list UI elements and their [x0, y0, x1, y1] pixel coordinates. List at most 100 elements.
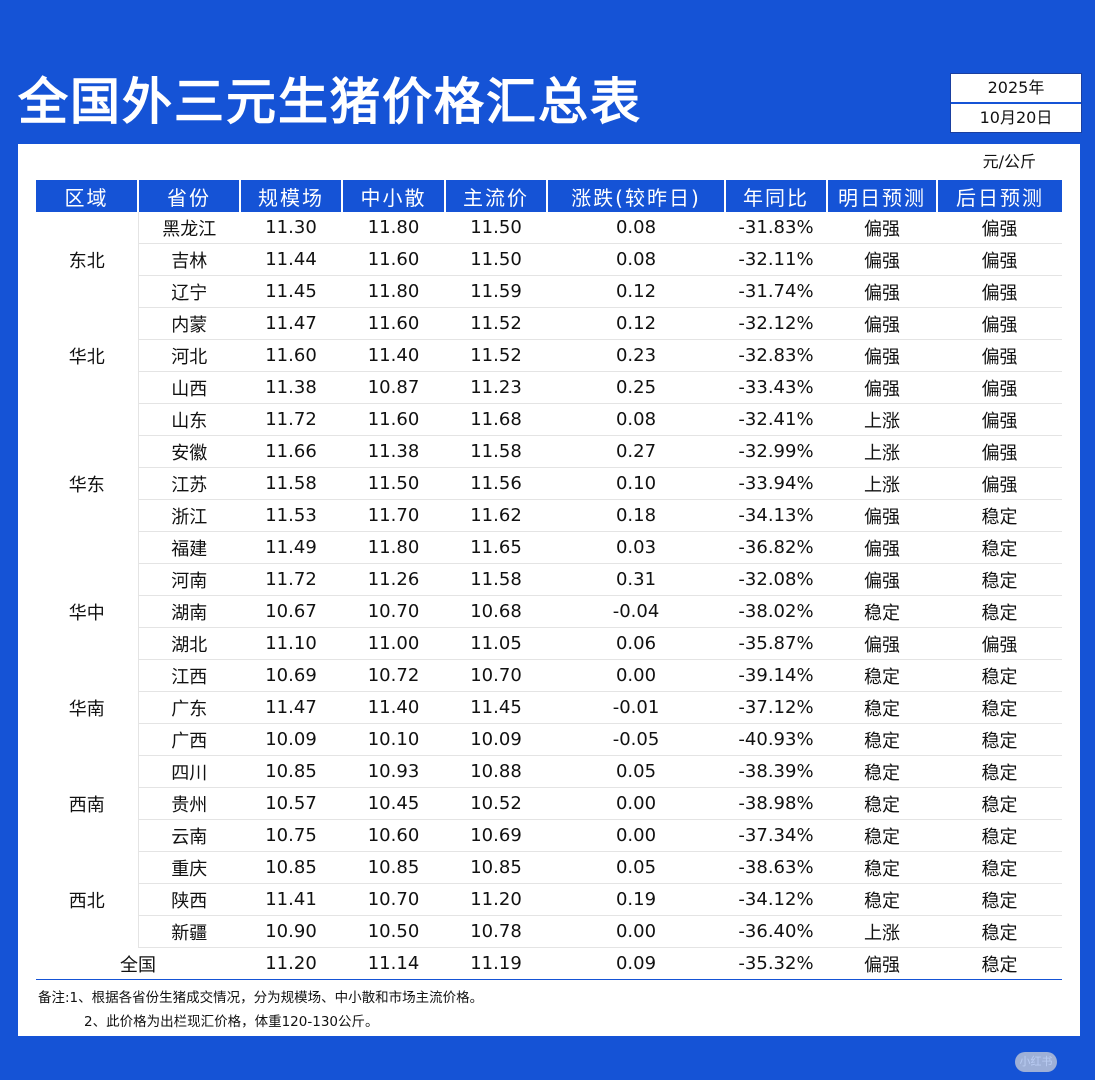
- table-row: 吉林 11.44 11.60 11.50 0.08 -32.11% 偏强 偏强: [36, 243, 1062, 276]
- yoy-cell: -34.13%: [725, 499, 827, 532]
- small-cell: 10.60: [342, 819, 445, 852]
- tomorrow-cell: 偏强: [827, 371, 937, 404]
- date-box: 2025年 10月20日: [950, 73, 1082, 133]
- date-day: 10月20日: [979, 108, 1053, 127]
- tomorrow-cell: 上涨: [827, 435, 937, 468]
- small-cell: 11.70: [342, 499, 445, 532]
- table-row: 华北 内蒙 11.47 11.60 11.52 0.12 -32.12% 偏强 偏强: [36, 307, 1062, 404]
- tomorrow-cell: 稳定: [827, 659, 937, 692]
- small-cell: 11.40: [342, 691, 445, 724]
- table-row: 华中 河南 11.72 11.26 11.58 0.31 -32.08% 偏强 稳定: [36, 563, 1062, 660]
- small-cell: 10.70: [342, 595, 445, 628]
- yoy-cell: -38.39%: [725, 755, 827, 788]
- after-cell: 偏强: [937, 627, 1062, 660]
- header-cell: 区域: [36, 180, 139, 212]
- tomorrow-cell: 稳定: [827, 755, 937, 788]
- table-row: 西北 重庆 10.85 10.85 10.85 0.05 -38.63% 稳定 稳定: [36, 851, 1062, 948]
- tomorrow-cell: 偏强: [827, 243, 937, 276]
- tomorrow-cell: 稳定: [827, 595, 937, 628]
- yoy-cell: -38.02%: [725, 595, 827, 628]
- main-cell: 11.05: [445, 627, 547, 660]
- large-cell: 11.49: [240, 531, 342, 564]
- large-cell: 11.53: [240, 499, 342, 532]
- province-cell: 河南: [138, 563, 240, 596]
- note-line: 备注:1、根据各省份生猪成交情况，分为规模场、中小散和市场主流价格。: [38, 990, 484, 1006]
- province-cell: 浙江: [138, 499, 240, 532]
- change-cell: 0.00: [547, 819, 725, 852]
- region-cell: 东北: [36, 212, 139, 308]
- after-cell: 稳定: [937, 883, 1062, 916]
- province-cell: 山西: [138, 371, 240, 404]
- large-cell: 11.10: [240, 627, 342, 660]
- large-cell: 11.38: [240, 371, 342, 404]
- tomorrow-cell: 稳定: [827, 723, 937, 756]
- main-cell: 10.88: [445, 755, 547, 788]
- after-cell: 偏强: [937, 435, 1062, 468]
- change-cell: 0.23: [547, 339, 725, 372]
- small-cell: 11.80: [342, 531, 445, 564]
- small-cell: 11.14: [342, 947, 445, 980]
- tomorrow-cell: 偏强: [827, 947, 937, 980]
- table-row: 广东 11.47 11.40 11.45 -0.01 -37.12% 稳定 稳定: [36, 691, 1062, 724]
- yoy-cell: -37.34%: [725, 819, 827, 852]
- change-cell: 0.09: [547, 947, 725, 980]
- after-cell: 偏强: [937, 467, 1062, 500]
- change-cell: 0.00: [547, 787, 725, 820]
- small-cell: 11.38: [342, 435, 445, 468]
- province-cell: 云南: [138, 819, 240, 852]
- main-cell: 11.68: [445, 403, 547, 436]
- yoy-cell: -35.87%: [725, 627, 827, 660]
- table-row: 云南 10.75 10.60 10.69 0.00 -37.34% 稳定 稳定: [36, 819, 1062, 852]
- table-row: 山西 11.38 10.87 11.23 0.25 -33.43% 偏强 偏强: [36, 371, 1062, 404]
- large-cell: 10.85: [240, 851, 342, 884]
- change-cell: -0.01: [547, 691, 725, 724]
- small-cell: 11.60: [342, 307, 445, 340]
- tomorrow-cell: 稳定: [827, 819, 937, 852]
- small-cell: 11.60: [342, 403, 445, 436]
- after-cell: 稳定: [937, 563, 1062, 596]
- change-cell: 0.18: [547, 499, 725, 532]
- yoy-cell: -38.63%: [725, 851, 827, 884]
- small-cell: 10.10: [342, 723, 445, 756]
- table-row: 河北 11.60 11.40 11.52 0.23 -32.83% 偏强 偏强: [36, 339, 1062, 372]
- province-cell: 江苏: [138, 467, 240, 500]
- change-cell: 0.03: [547, 531, 725, 564]
- notes: 备注:1、根据各省份生猪成交情况，分为规模场、中小散和市场主流价格。 2、此价格…: [38, 986, 483, 1034]
- province-cell: 黑龙江: [138, 212, 240, 244]
- province-cell: 山东: [138, 403, 240, 436]
- large-cell: 11.41: [240, 883, 342, 916]
- after-cell: 偏强: [937, 307, 1062, 340]
- table-row: 辽宁 11.45 11.80 11.59 0.12 -31.74% 偏强 偏强: [36, 275, 1062, 308]
- region-cell: 西南: [36, 755, 139, 852]
- yoy-cell: -33.94%: [725, 467, 827, 500]
- table-row: 湖南 10.67 10.70 10.68 -0.04 -38.02% 稳定 稳定: [36, 595, 1062, 628]
- large-cell: 11.72: [240, 403, 342, 436]
- province-cell: 江西: [138, 659, 240, 692]
- unit-label: 元/公斤: [982, 152, 1036, 171]
- change-cell: 0.10: [547, 467, 725, 500]
- main-cell: 11.52: [445, 339, 547, 372]
- yoy-cell: -38.98%: [725, 787, 827, 820]
- province-cell: 吉林: [138, 243, 240, 276]
- header-cell: 主流价: [445, 180, 548, 212]
- note-line: 2、此价格为出栏现汇价格，体重120-130公斤。: [84, 1014, 379, 1030]
- header-cell: 后日预测: [937, 180, 1062, 212]
- small-cell: 11.00: [342, 627, 445, 660]
- region-cell: 华北: [36, 307, 139, 404]
- after-cell: 稳定: [937, 723, 1062, 756]
- small-cell: 10.93: [342, 755, 445, 788]
- small-cell: 10.50: [342, 915, 445, 948]
- table-body: 东北 黑龙江 11.30 11.80 11.50 0.08 -31.83% 偏强 偏强 吉林 11.…: [36, 212, 1062, 980]
- table-row: 新疆 10.90 10.50 10.78 0.00 -36.40% 上涨 稳定: [36, 915, 1062, 948]
- after-cell: 偏强: [937, 243, 1062, 276]
- change-cell: 0.05: [547, 755, 725, 788]
- province-cell: 广西: [138, 723, 240, 756]
- main-cell: 10.52: [445, 787, 547, 820]
- after-cell: 稳定: [937, 947, 1062, 980]
- change-cell: -0.04: [547, 595, 725, 628]
- province-cell: 内蒙: [138, 307, 240, 340]
- small-cell: 10.45: [342, 787, 445, 820]
- after-cell: 稳定: [937, 851, 1062, 884]
- large-cell: 11.72: [240, 563, 342, 596]
- region-cell: 华中: [36, 563, 139, 660]
